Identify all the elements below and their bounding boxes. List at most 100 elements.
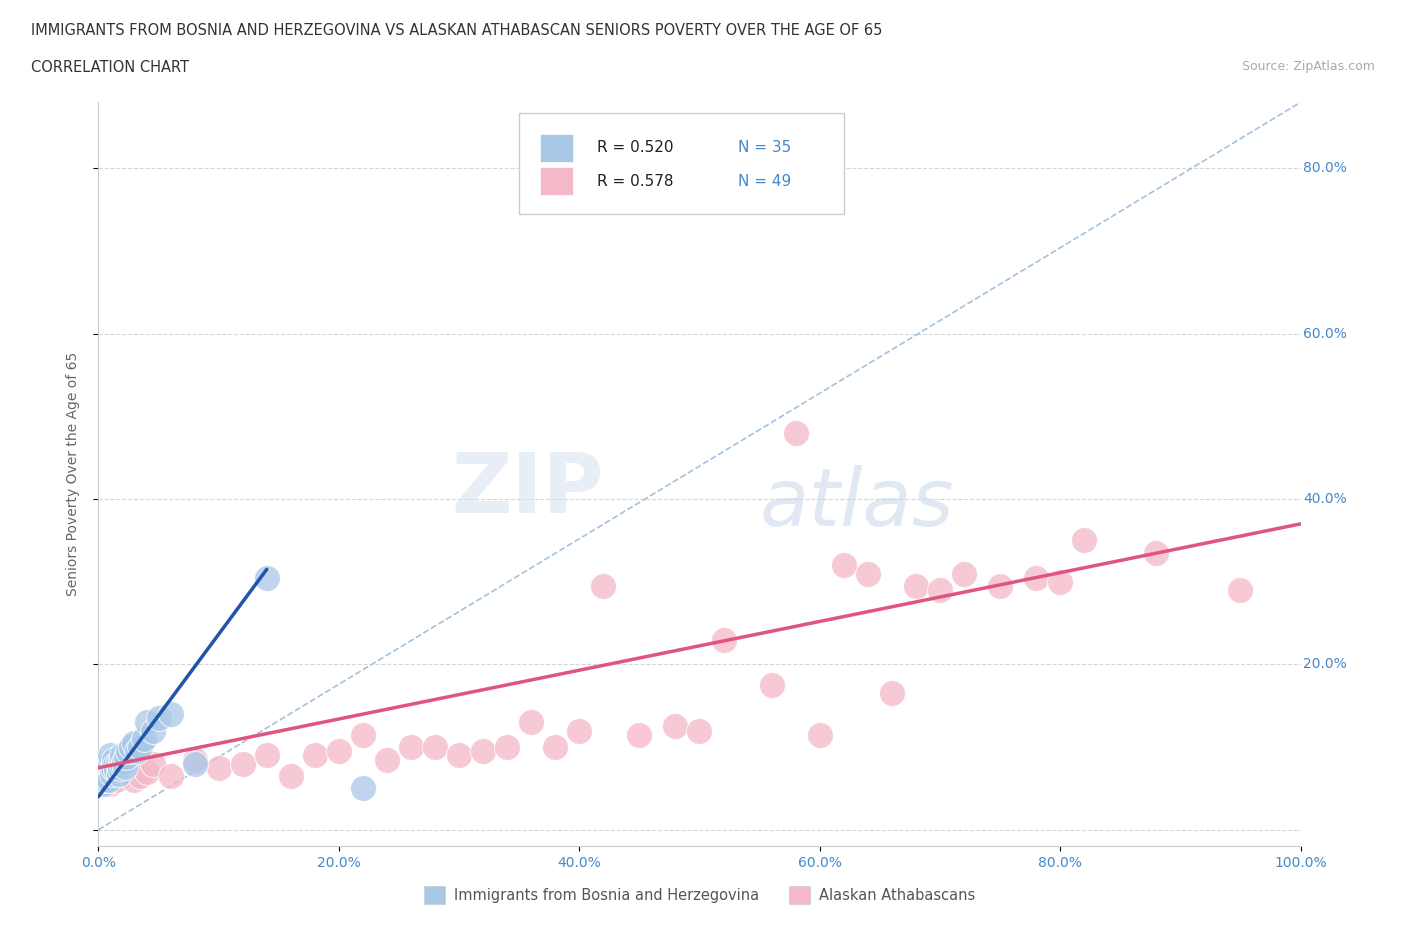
Point [148, 711, 170, 725]
Point [808, 727, 831, 742]
Point [114, 760, 136, 775]
Text: 40.0%: 40.0% [1303, 492, 1347, 506]
Point [111, 766, 134, 781]
Point [93, 773, 115, 788]
Point [105, 763, 128, 777]
Point [352, 781, 374, 796]
Point [132, 731, 155, 746]
Point [111, 748, 134, 763]
Text: 80.0%: 80.0% [1303, 162, 1347, 176]
Text: 60.0%: 60.0% [1303, 326, 1347, 340]
Point [101, 761, 124, 776]
Point [232, 756, 254, 771]
FancyBboxPatch shape [519, 113, 844, 214]
Point [520, 715, 543, 730]
Point [96, 768, 118, 783]
Point [1144, 545, 1167, 560]
Point [423, 739, 446, 754]
Point [135, 715, 157, 730]
Point [832, 558, 855, 573]
Point [101, 764, 124, 779]
Point [399, 739, 422, 754]
Point [108, 766, 131, 781]
Point [544, 739, 567, 754]
Point [628, 727, 651, 742]
Point [107, 756, 129, 771]
Point [104, 758, 127, 773]
Point [105, 773, 128, 788]
Point [1073, 533, 1095, 548]
Text: atlas: atlas [759, 465, 955, 543]
Text: R = 0.578: R = 0.578 [598, 174, 673, 189]
Point [713, 632, 735, 647]
Point [124, 736, 146, 751]
Point [761, 678, 783, 693]
Point [159, 768, 181, 783]
Bar [540, 167, 574, 195]
Point [1025, 570, 1047, 585]
Point [904, 578, 927, 593]
Point [141, 756, 163, 771]
Point [856, 566, 879, 581]
Text: N = 35: N = 35 [738, 140, 792, 155]
Point [124, 773, 146, 788]
Point [183, 756, 205, 771]
Point [159, 707, 181, 722]
Point [304, 748, 326, 763]
Point [100, 766, 122, 781]
Point [1229, 582, 1251, 597]
Point [256, 748, 278, 763]
Point [103, 752, 125, 767]
Bar [540, 134, 574, 162]
Point [129, 739, 152, 754]
Point [256, 570, 278, 585]
Point [98, 773, 121, 788]
Point [375, 752, 398, 767]
Point [108, 761, 131, 776]
Point [592, 578, 614, 593]
Point [111, 758, 134, 773]
Point [120, 739, 142, 754]
Text: CORRELATION CHART: CORRELATION CHART [31, 60, 188, 75]
Point [117, 744, 139, 759]
Point [93, 777, 115, 791]
Point [97, 768, 120, 783]
Point [208, 761, 231, 776]
Point [100, 761, 122, 776]
Text: Source: ZipAtlas.com: Source: ZipAtlas.com [1241, 60, 1375, 73]
Legend: Immigrants from Bosnia and Herzegovina, Alaskan Athabascans: Immigrants from Bosnia and Herzegovina, … [418, 880, 981, 910]
Text: IMMIGRANTS FROM BOSNIA AND HERZEGOVINA VS ALASKAN ATHABASCAN SENIORS POVERTY OVE: IMMIGRANTS FROM BOSNIA AND HERZEGOVINA V… [31, 23, 883, 38]
Point [94, 773, 117, 788]
Point [117, 761, 139, 776]
Text: R = 0.520: R = 0.520 [598, 140, 673, 155]
Point [988, 578, 1011, 593]
Point [447, 748, 470, 763]
Point [110, 752, 132, 767]
Point [568, 724, 591, 738]
Point [129, 768, 152, 783]
Point [664, 719, 686, 734]
Point [328, 744, 350, 759]
Point [135, 764, 157, 779]
Point [125, 744, 148, 759]
Text: N = 49: N = 49 [738, 174, 792, 189]
Point [141, 724, 163, 738]
Point [112, 754, 135, 769]
Text: ZIP: ZIP [451, 448, 603, 530]
Point [880, 686, 903, 701]
Y-axis label: Seniors Poverty Over the Age of 65: Seniors Poverty Over the Age of 65 [66, 352, 80, 596]
Point [785, 426, 807, 441]
Point [352, 727, 374, 742]
Point [472, 744, 495, 759]
Point [928, 582, 950, 597]
Point [280, 768, 302, 783]
Point [115, 750, 138, 764]
Point [183, 752, 205, 767]
Point [100, 756, 122, 771]
Point [97, 764, 120, 779]
Text: 20.0%: 20.0% [1303, 658, 1347, 671]
Point [100, 777, 122, 791]
Point [953, 566, 976, 581]
Point [100, 748, 122, 763]
Point [1049, 575, 1071, 590]
